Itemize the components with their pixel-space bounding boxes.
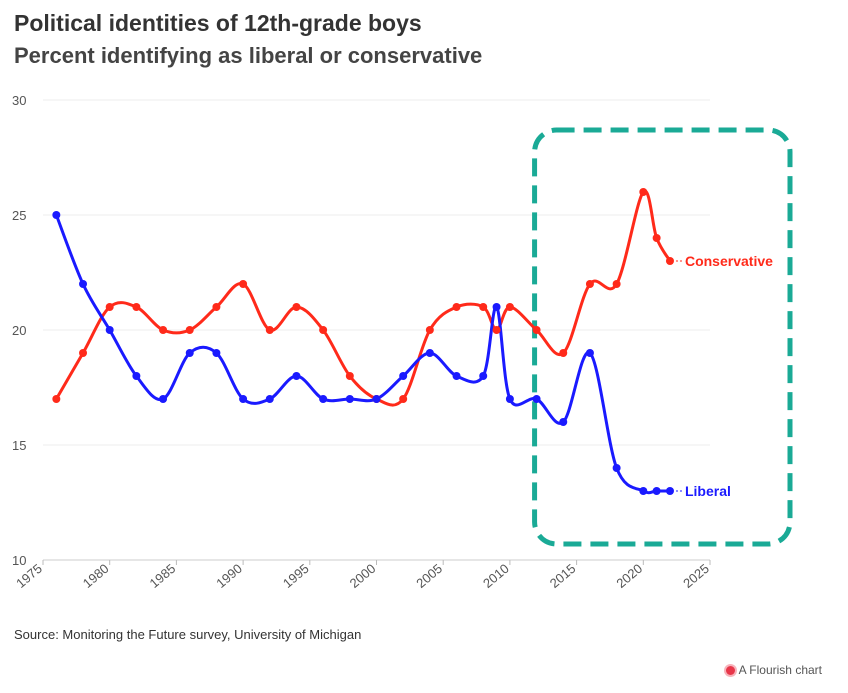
x-tick-label: 1980: [80, 561, 112, 591]
conservative-point: [505, 303, 514, 311]
conservative-point: [665, 257, 674, 265]
conservative-point: [105, 303, 114, 311]
x-tick-label: 2000: [347, 561, 379, 591]
liberal-point: [492, 303, 501, 311]
y-tick-label: 30: [12, 93, 26, 108]
flourish-logo-icon: [725, 665, 735, 675]
credit-label: A Flourish chart: [738, 663, 822, 677]
liberal-point: [452, 372, 461, 380]
conservative-point: [559, 349, 568, 357]
liberal-point: [532, 395, 541, 403]
liberal-line: [54, 214, 670, 495]
y-tick-label: 10: [12, 553, 26, 568]
x-tick-label: 1990: [213, 561, 245, 591]
liberal-point: [212, 349, 221, 357]
y-tick-label: 25: [12, 208, 26, 223]
conservative-point: [185, 326, 194, 334]
liberal-series-label: Liberal: [685, 483, 731, 499]
conservative-point: [639, 188, 648, 196]
x-axis: 1975 1980 1985 1990 1995 2000 2005 2010 2015 2020…: [13, 560, 712, 591]
x-tick-label: 1985: [147, 561, 179, 591]
conservative-point: [612, 280, 621, 288]
liberal-point: [292, 372, 301, 380]
conservative-point: [652, 234, 661, 242]
series-labels: Conservative Liberal: [675, 253, 773, 499]
conservative-point: [399, 395, 408, 403]
highlight-box: [532, 127, 793, 547]
y-tick-label: 20: [12, 323, 26, 338]
conservative-point: [319, 326, 328, 334]
liberal-point: [345, 395, 354, 403]
liberal-point: [239, 395, 248, 403]
conservative-point: [79, 349, 88, 357]
conservative-point: [479, 303, 488, 311]
conservative-series-label: Conservative: [685, 253, 773, 269]
x-tick-label: 2010: [480, 561, 512, 591]
x-tick-label: 2020: [613, 561, 645, 591]
conservative-point: [132, 303, 141, 311]
y-axis: 10 15 20 25 30: [12, 93, 26, 568]
x-tick-label: 2025: [680, 561, 712, 591]
liberal-point: [399, 372, 408, 380]
liberal-point: [372, 395, 381, 403]
chart-subtitle: Percent identifying as liberal or conser…: [14, 43, 483, 68]
liberal-point: [185, 349, 194, 357]
liberal-point: [52, 211, 61, 219]
chart-title: Political identities of 12th-grade boys: [14, 10, 422, 36]
conservative-point: [159, 326, 168, 334]
liberal-point: [132, 372, 141, 380]
liberal-point: [79, 280, 88, 288]
series-points: [52, 188, 674, 495]
conservative-point: [52, 395, 61, 403]
x-tick-label: 1995: [280, 561, 312, 591]
flourish-credit[interactable]: A Flourish chart: [725, 663, 822, 677]
conservative-point: [425, 326, 434, 334]
liberal-point: [319, 395, 328, 403]
gridlines: [43, 99, 710, 561]
conservative-point: [492, 326, 501, 334]
source-note: Source: Monitoring the Future survey, Un…: [14, 627, 362, 642]
conservative-point: [345, 372, 354, 380]
highlight-annotation: [532, 127, 793, 547]
x-tick-label: 2015: [547, 561, 579, 591]
conservative-point: [212, 303, 221, 311]
conservative-point: [239, 280, 248, 288]
liberal-point: [265, 395, 274, 403]
liberal-point: [665, 487, 674, 495]
series-lines: [54, 189, 672, 495]
liberal-point: [105, 326, 114, 334]
conservative-point: [585, 280, 594, 288]
liberal-point: [505, 395, 514, 403]
conservative-point: [265, 326, 274, 334]
liberal-point: [585, 349, 594, 357]
conservative-point: [452, 303, 461, 311]
x-tick-label: 2005: [413, 561, 445, 591]
conservative-point: [292, 303, 301, 311]
liberal-point: [479, 372, 488, 380]
liberal-point: [159, 395, 168, 403]
liberal-point: [652, 487, 661, 495]
liberal-point: [612, 464, 621, 472]
y-tick-label: 15: [12, 438, 26, 453]
liberal-point: [425, 349, 434, 357]
liberal-point: [639, 487, 648, 495]
liberal-point: [559, 418, 568, 426]
conservative-point: [532, 326, 541, 334]
